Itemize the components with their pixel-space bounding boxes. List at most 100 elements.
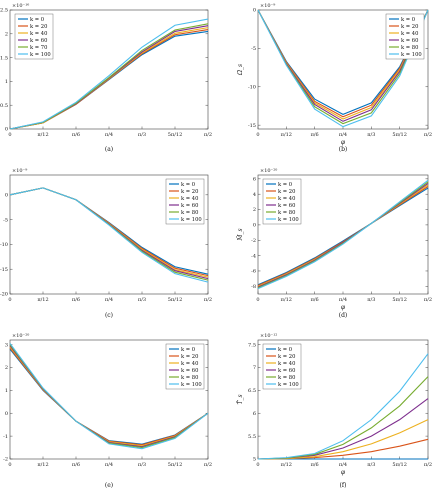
legend: k = 0k = 20k = 40k = 60k = 80k = 100 — [165, 343, 205, 390]
legend-box — [262, 178, 302, 225]
x-tick-label: π/6 — [72, 462, 80, 468]
legend-entry: k = 80 — [181, 375, 198, 381]
y-tick-label: 2.5 — [0, 8, 8, 14]
x-tick-label: π/2 — [424, 132, 432, 138]
x-tick-label: π/12 — [37, 297, 48, 303]
x-tick-label: π/3 — [138, 297, 146, 303]
legend-entry: k = 100 — [30, 52, 51, 58]
series-line-2 — [257, 419, 429, 460]
x-tick-label: 0 — [8, 297, 11, 303]
x-tick-label: 5π/12 — [168, 462, 183, 468]
x-tick-label: π/12 — [281, 132, 292, 138]
y-tick-label: 6 — [253, 177, 256, 183]
subplot-caption: (d) — [339, 312, 348, 319]
y-tick-label: 3 — [5, 342, 8, 348]
subplot-b: 0-5-10-150 π/12 π/6 π/4 π/3 5π/12 π/2×10⁻⁹Ω̄_s… — [237, 3, 432, 153]
x-tick-label: π/4 — [339, 297, 347, 303]
y-tick-label: -15 — [248, 123, 256, 129]
legend-entry: k = 20 — [401, 24, 418, 30]
legend-entry: k = 80 — [401, 45, 418, 51]
legend-entry: k = 40 — [278, 196, 295, 202]
y-tick-label: -2 — [251, 238, 256, 244]
legend-entry: k = 100 — [181, 382, 202, 388]
series-line-3 — [257, 183, 429, 288]
subplot-caption: (a) — [105, 146, 113, 153]
legend-entry: k = 100 — [181, 217, 202, 223]
legend-entry: k = 60 — [278, 203, 295, 209]
series-line-5 — [9, 187, 209, 283]
subplot-caption: (c) — [105, 312, 113, 319]
y-tick-label: -10 — [248, 84, 256, 90]
x-tick-label: π/4 — [339, 132, 347, 138]
y-tick-label: -5 — [3, 217, 8, 223]
x-tick-label: 5π/12 — [168, 132, 183, 138]
legend-entry: k = 20 — [181, 354, 198, 360]
legend-entry: k = 40 — [278, 361, 295, 367]
legend: k = 0k = 20k = 40k = 60k = 80k = 100 — [385, 13, 425, 60]
legend-entry: k = 60 — [181, 203, 198, 209]
series-line-3 — [257, 398, 429, 460]
series-line-5 — [257, 179, 429, 290]
x-tick-label: π/4 — [105, 132, 113, 138]
legend-entry: k = 0 — [181, 347, 195, 353]
legend-entry: k = 20 — [278, 189, 295, 195]
y-axis-label: M̄_s — [237, 228, 244, 241]
subplot-c: 0-5-10-15-200π/12π/6π/4π/35π/12π/2×10⁻⁹Ω… — [0, 168, 212, 319]
x-axis-label: φ — [341, 139, 346, 146]
x-tick-label: π/6 — [311, 132, 319, 138]
y-tick-label: 0 — [253, 8, 256, 14]
y-tick-label: 1 — [5, 388, 8, 394]
legend-entry: k = 100 — [278, 217, 299, 223]
series-line-0 — [257, 187, 429, 286]
y-tick-label: -20 — [0, 292, 8, 298]
y-tick-label: -10 — [0, 242, 8, 248]
legend: k = 0k = 20k = 40k = 60k = 80k = 100 — [262, 343, 302, 390]
axis-exponent: ×10⁻⁹ — [260, 3, 275, 9]
x-tick-label: π/6 — [311, 462, 319, 468]
subplot-caption: (e) — [105, 482, 113, 489]
y-tick-label: 7.5 — [248, 342, 256, 348]
legend-entry: k = 60 — [181, 368, 198, 374]
x-tick-label: π/4 — [105, 462, 113, 468]
legend-entry: k = 80 — [181, 210, 198, 216]
subplot-d: -8 -6 -4 -2 0 2 4 6 0 π/12 π/6 π/4 π/3 5π/12 π/2 ×10⁻²⁰… — [237, 168, 432, 319]
y-tick-label: -4 — [251, 253, 256, 259]
x-tick-label: π/12 — [281, 462, 292, 468]
y-tick-label: 1 — [5, 79, 8, 85]
y-tick-label: 2 — [5, 32, 8, 38]
legend-box — [262, 343, 302, 390]
legend-entry: k = 20 — [278, 354, 295, 360]
legend-entry: k = 40 — [30, 31, 47, 37]
legend-entry: k = 80 — [278, 210, 295, 216]
x-tick-label: π/12 — [37, 462, 48, 468]
legend: k = 0k = 20k = 40k = 60k = 80k = 100 — [262, 178, 302, 225]
series-line-1 — [257, 186, 429, 287]
y-axis-label: Ω̄_s — [237, 64, 244, 76]
series-line-1 — [257, 438, 429, 460]
legend-entry: k = 0 — [30, 17, 44, 23]
x-tick-label: π/2 — [204, 132, 212, 138]
y-tick-label: -15 — [0, 267, 8, 273]
x-tick-label: 5π/12 — [392, 132, 407, 138]
y-tick-label: 5.5 — [248, 434, 256, 440]
y-tick-label: 6 — [253, 411, 256, 417]
axis-exponent: ×10⁻¹⁶ — [12, 3, 29, 9]
legend-box — [165, 178, 205, 225]
legend-entry: k = 60 — [30, 38, 47, 44]
y-tick-label: 2 — [253, 207, 256, 213]
y-tick-label: -5 — [251, 46, 256, 52]
subplot-e: -2-101230π/12π/6π/4π/35π/12π/2×10⁻²⁰M̄_f… — [3, 333, 212, 489]
legend: k = 0k = 20k = 40k = 60k = 70k = 100 — [14, 13, 54, 60]
legend-entry: k = 60 — [401, 38, 418, 44]
series-line-4 — [257, 181, 429, 289]
y-tick-label: 0 — [5, 127, 8, 133]
legend-entry: k = 60 — [278, 368, 295, 374]
axis-exponent: ×10⁻¹² — [260, 333, 277, 339]
y-tick-label: 5 — [253, 457, 256, 463]
series-line-5 — [257, 353, 429, 460]
x-tick-label: π/6 — [311, 297, 319, 303]
x-tick-label: π/3 — [138, 132, 146, 138]
y-tick-label: 0 — [253, 223, 256, 229]
x-tick-label: π/3 — [367, 132, 375, 138]
x-tick-label: π/4 — [339, 462, 347, 468]
